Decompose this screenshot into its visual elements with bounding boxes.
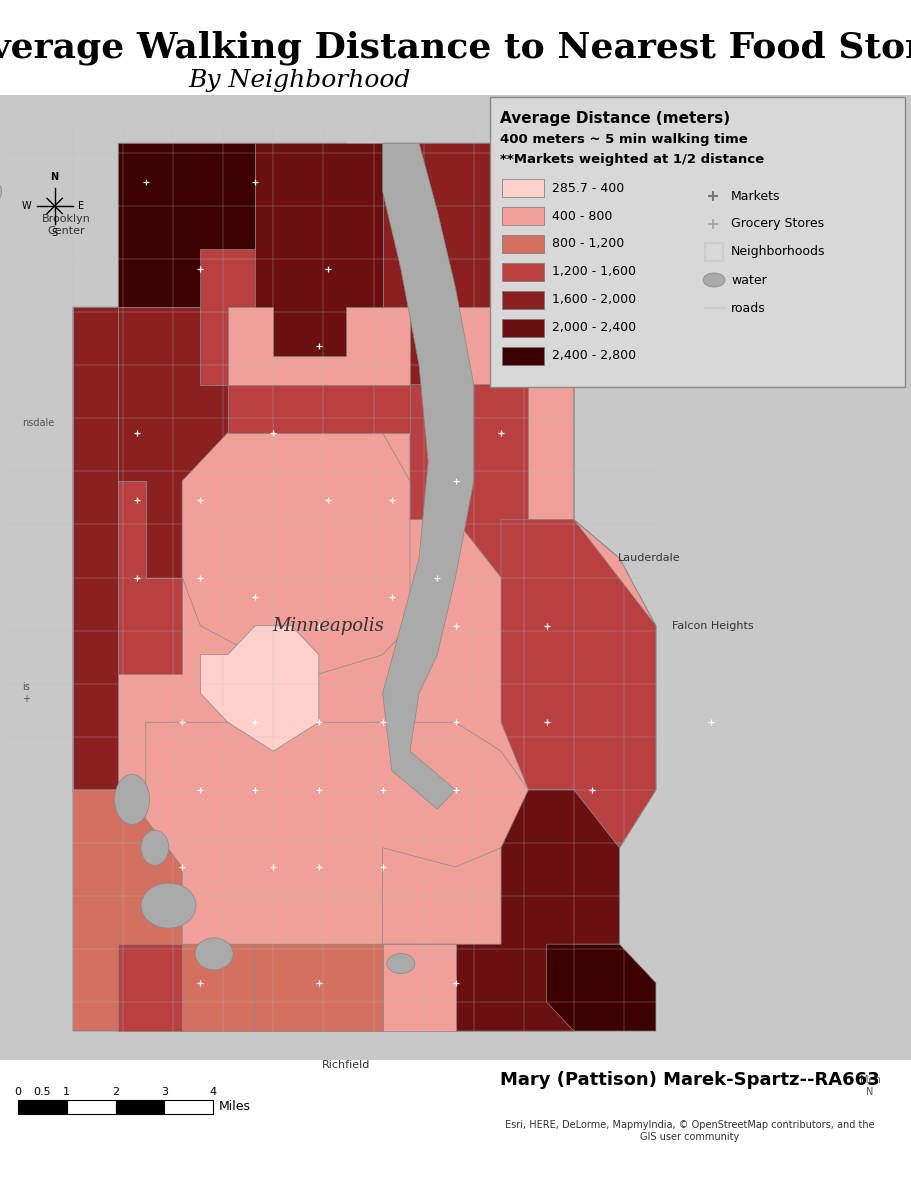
Text: 0: 0 <box>15 1087 22 1096</box>
Text: 4: 4 <box>210 1087 217 1096</box>
Text: 1,600 - 2,000: 1,600 - 2,000 <box>552 294 636 307</box>
Text: **Markets weighted at 1/2 distance: **Markets weighted at 1/2 distance <box>500 153 764 166</box>
Text: Miles: Miles <box>219 1100 251 1113</box>
Polygon shape <box>73 308 118 790</box>
Bar <box>502 263 544 281</box>
Text: 400 - 800: 400 - 800 <box>552 210 612 223</box>
Text: Hilltop: Hilltop <box>493 249 529 259</box>
Text: is
+: is + <box>22 683 30 704</box>
Text: 400 meters ~ 5 min walking time: 400 meters ~ 5 min walking time <box>500 133 748 146</box>
Polygon shape <box>200 626 319 751</box>
Polygon shape <box>228 384 410 433</box>
Polygon shape <box>118 144 255 308</box>
Polygon shape <box>383 944 456 1032</box>
Polygon shape <box>182 433 410 674</box>
Text: 3: 3 <box>160 1087 168 1096</box>
Bar <box>705 243 723 261</box>
Text: Richfield: Richfield <box>322 1060 371 1071</box>
Text: St: St <box>569 350 579 361</box>
Text: W: W <box>22 200 32 211</box>
Polygon shape <box>383 144 574 384</box>
Ellipse shape <box>115 775 149 824</box>
Bar <box>502 320 544 337</box>
Ellipse shape <box>0 177 2 206</box>
Polygon shape <box>501 520 656 848</box>
Bar <box>502 347 544 365</box>
Text: Average Walking Distance to Nearest Food Store: Average Walking Distance to Nearest Food… <box>0 31 911 65</box>
Ellipse shape <box>195 937 233 970</box>
Text: 0.5: 0.5 <box>34 1087 51 1096</box>
Polygon shape <box>182 944 255 1032</box>
Text: Falcon Heights: Falcon Heights <box>672 621 754 631</box>
Text: roads: roads <box>731 302 766 315</box>
Ellipse shape <box>703 274 725 286</box>
Bar <box>502 291 544 309</box>
Bar <box>164 1100 213 1114</box>
Text: E: E <box>77 200 84 211</box>
Polygon shape <box>73 790 182 1032</box>
Text: Grocery Stores: Grocery Stores <box>731 217 824 231</box>
Text: nsdale: nsdale <box>22 419 55 428</box>
Text: Markets: Markets <box>731 190 781 203</box>
Polygon shape <box>255 944 383 1032</box>
Text: 2,400 - 2,800: 2,400 - 2,800 <box>552 349 636 362</box>
Polygon shape <box>410 384 574 578</box>
Polygon shape <box>383 144 474 809</box>
Bar <box>502 208 544 225</box>
Polygon shape <box>146 723 528 944</box>
Polygon shape <box>118 481 182 674</box>
Text: Brooklyn
Center: Brooklyn Center <box>42 215 90 236</box>
Text: Mary (Pattison) Marek-Spartz--RA663: Mary (Pattison) Marek-Spartz--RA663 <box>500 1071 880 1089</box>
Bar <box>502 179 544 197</box>
Text: 2: 2 <box>112 1087 119 1096</box>
Bar <box>502 235 544 253</box>
Polygon shape <box>73 144 656 1032</box>
Polygon shape <box>118 144 383 384</box>
Text: Men
N: Men N <box>860 1075 880 1096</box>
Text: Lauderdale: Lauderdale <box>619 553 681 564</box>
Bar <box>67 1100 116 1114</box>
Text: Minneapolis: Minneapolis <box>272 617 384 634</box>
Bar <box>18 1100 67 1114</box>
Text: Esri, HERE, DeLorme, MapmyIndia, © OpenStreetMap contributors, and the
GIS user : Esri, HERE, DeLorme, MapmyIndia, © OpenS… <box>506 1120 875 1141</box>
Polygon shape <box>255 144 383 356</box>
Ellipse shape <box>387 954 415 974</box>
Polygon shape <box>456 790 619 1032</box>
Ellipse shape <box>141 830 169 865</box>
Text: 285.7 - 400: 285.7 - 400 <box>552 182 624 195</box>
Text: water: water <box>731 274 767 286</box>
Text: 1,200 - 1,600: 1,200 - 1,600 <box>552 265 636 278</box>
Text: By Neighborhood: By Neighborhood <box>189 68 411 92</box>
Text: Columbia
Heights: Columbia Heights <box>512 302 565 323</box>
Bar <box>490 97 905 387</box>
Text: 2,000 - 2,400: 2,000 - 2,400 <box>552 322 636 335</box>
Text: N: N <box>51 172 58 182</box>
Bar <box>116 1100 164 1114</box>
Polygon shape <box>118 308 228 578</box>
Text: S: S <box>52 228 57 238</box>
Text: 800 - 1,200: 800 - 1,200 <box>552 237 624 250</box>
Text: Neighborhoods: Neighborhoods <box>731 245 825 258</box>
Text: 1: 1 <box>63 1087 70 1096</box>
Polygon shape <box>547 944 656 1032</box>
Polygon shape <box>118 944 182 1032</box>
Ellipse shape <box>141 883 196 928</box>
Bar <box>0 95 911 1060</box>
Text: Average Distance (meters): Average Distance (meters) <box>500 111 730 126</box>
